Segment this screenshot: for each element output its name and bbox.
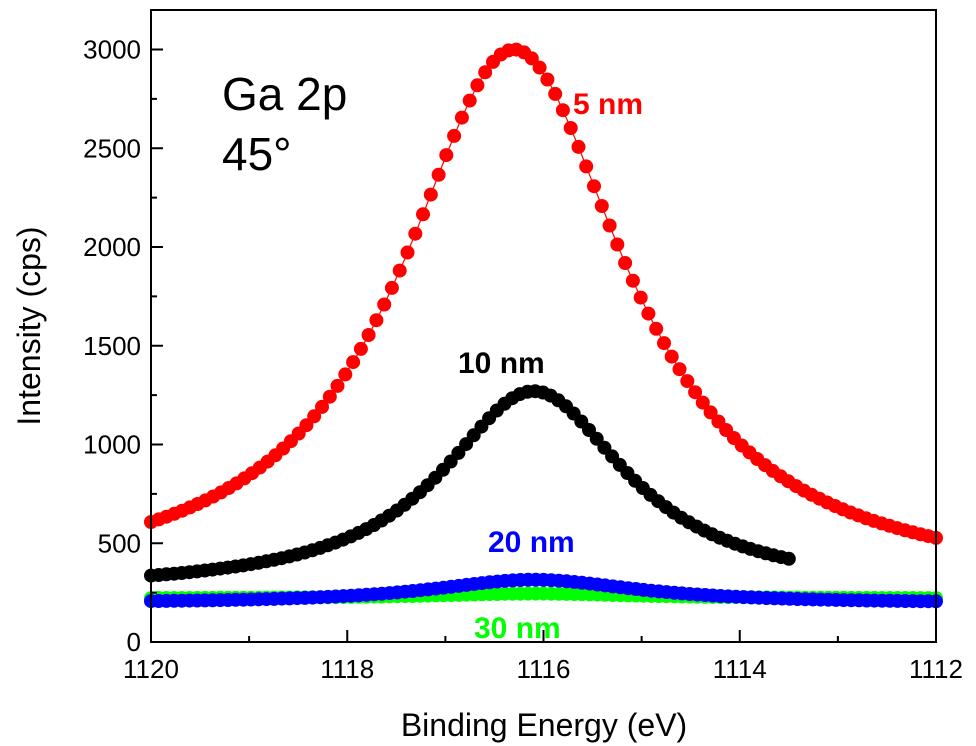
y-tick-label: 1500	[83, 331, 141, 361]
data-point	[703, 405, 718, 420]
x-tick-label: 1118	[320, 654, 374, 684]
data-point	[781, 551, 796, 566]
data-point	[610, 237, 625, 252]
data-point	[431, 167, 446, 182]
x-tick-label: 1120	[123, 654, 179, 684]
data-point	[307, 409, 322, 424]
annotation-line-1: Ga 2p	[222, 68, 347, 120]
series-layer	[144, 42, 943, 609]
data-point	[462, 93, 477, 108]
data-point	[346, 355, 361, 370]
data-point	[423, 187, 438, 202]
y-tick-label: 2500	[83, 133, 141, 163]
data-point	[649, 321, 664, 336]
series-5-nm	[144, 42, 943, 545]
y-tick-label: 3000	[83, 35, 141, 65]
data-point	[540, 72, 555, 87]
data-point	[641, 306, 656, 321]
series-label-10nm: 10 nm	[458, 347, 545, 380]
data-point	[384, 280, 399, 295]
data-point	[633, 290, 648, 305]
data-point	[587, 179, 601, 194]
data-point	[571, 139, 586, 154]
data-point	[563, 121, 578, 135]
data-point	[680, 374, 695, 389]
data-point	[555, 103, 570, 118]
y-tick-label: 1000	[83, 430, 141, 460]
data-point	[353, 341, 368, 356]
data-point	[532, 60, 547, 75]
x-tick-label: 1116	[517, 654, 571, 684]
data-point	[548, 86, 563, 101]
series-label-30nm: 30 nm	[474, 612, 561, 645]
data-point	[688, 385, 703, 400]
data-point	[408, 226, 423, 241]
data-point	[416, 207, 430, 222]
data-point	[361, 328, 376, 342]
data-point	[602, 218, 617, 233]
series-label-20nm: 20 nm	[488, 526, 575, 559]
data-point	[618, 256, 633, 270]
series-10-nm	[144, 384, 796, 583]
y-tick-label: 500	[98, 528, 141, 558]
data-point	[672, 362, 687, 377]
data-point	[338, 367, 353, 382]
data-point	[322, 389, 337, 404]
data-point	[664, 349, 679, 364]
data-point	[330, 378, 345, 393]
y-axis-title: Intensity (cps)	[11, 226, 47, 425]
data-point	[470, 78, 485, 93]
data-point	[439, 148, 454, 163]
data-point	[315, 399, 329, 414]
y-tick-label: 0	[127, 627, 141, 657]
data-point	[524, 51, 539, 66]
x-tick-label: 1114	[713, 654, 767, 684]
data-point	[392, 263, 407, 278]
data-point	[377, 297, 392, 312]
data-point	[657, 336, 671, 351]
annotation-line-2: 45°	[222, 128, 292, 180]
x-axis-title: Binding Energy (eV)	[401, 707, 687, 743]
data-point	[454, 110, 469, 125]
ticks-layer: 1120 1118 1116 1114 1112 0 500 1000 1500 2000 2500…	[83, 35, 963, 685]
series-label-5nm: 5 nm	[573, 88, 643, 121]
x-tick-label: 1112	[909, 654, 963, 684]
data-point	[369, 313, 384, 328]
data-point	[579, 159, 594, 174]
data-point	[625, 273, 640, 288]
y-tick-label: 2000	[83, 232, 141, 262]
data-point	[400, 245, 415, 260]
data-point	[695, 395, 710, 410]
data-point	[478, 65, 493, 80]
data-point	[594, 199, 609, 213]
data-point	[447, 128, 462, 143]
